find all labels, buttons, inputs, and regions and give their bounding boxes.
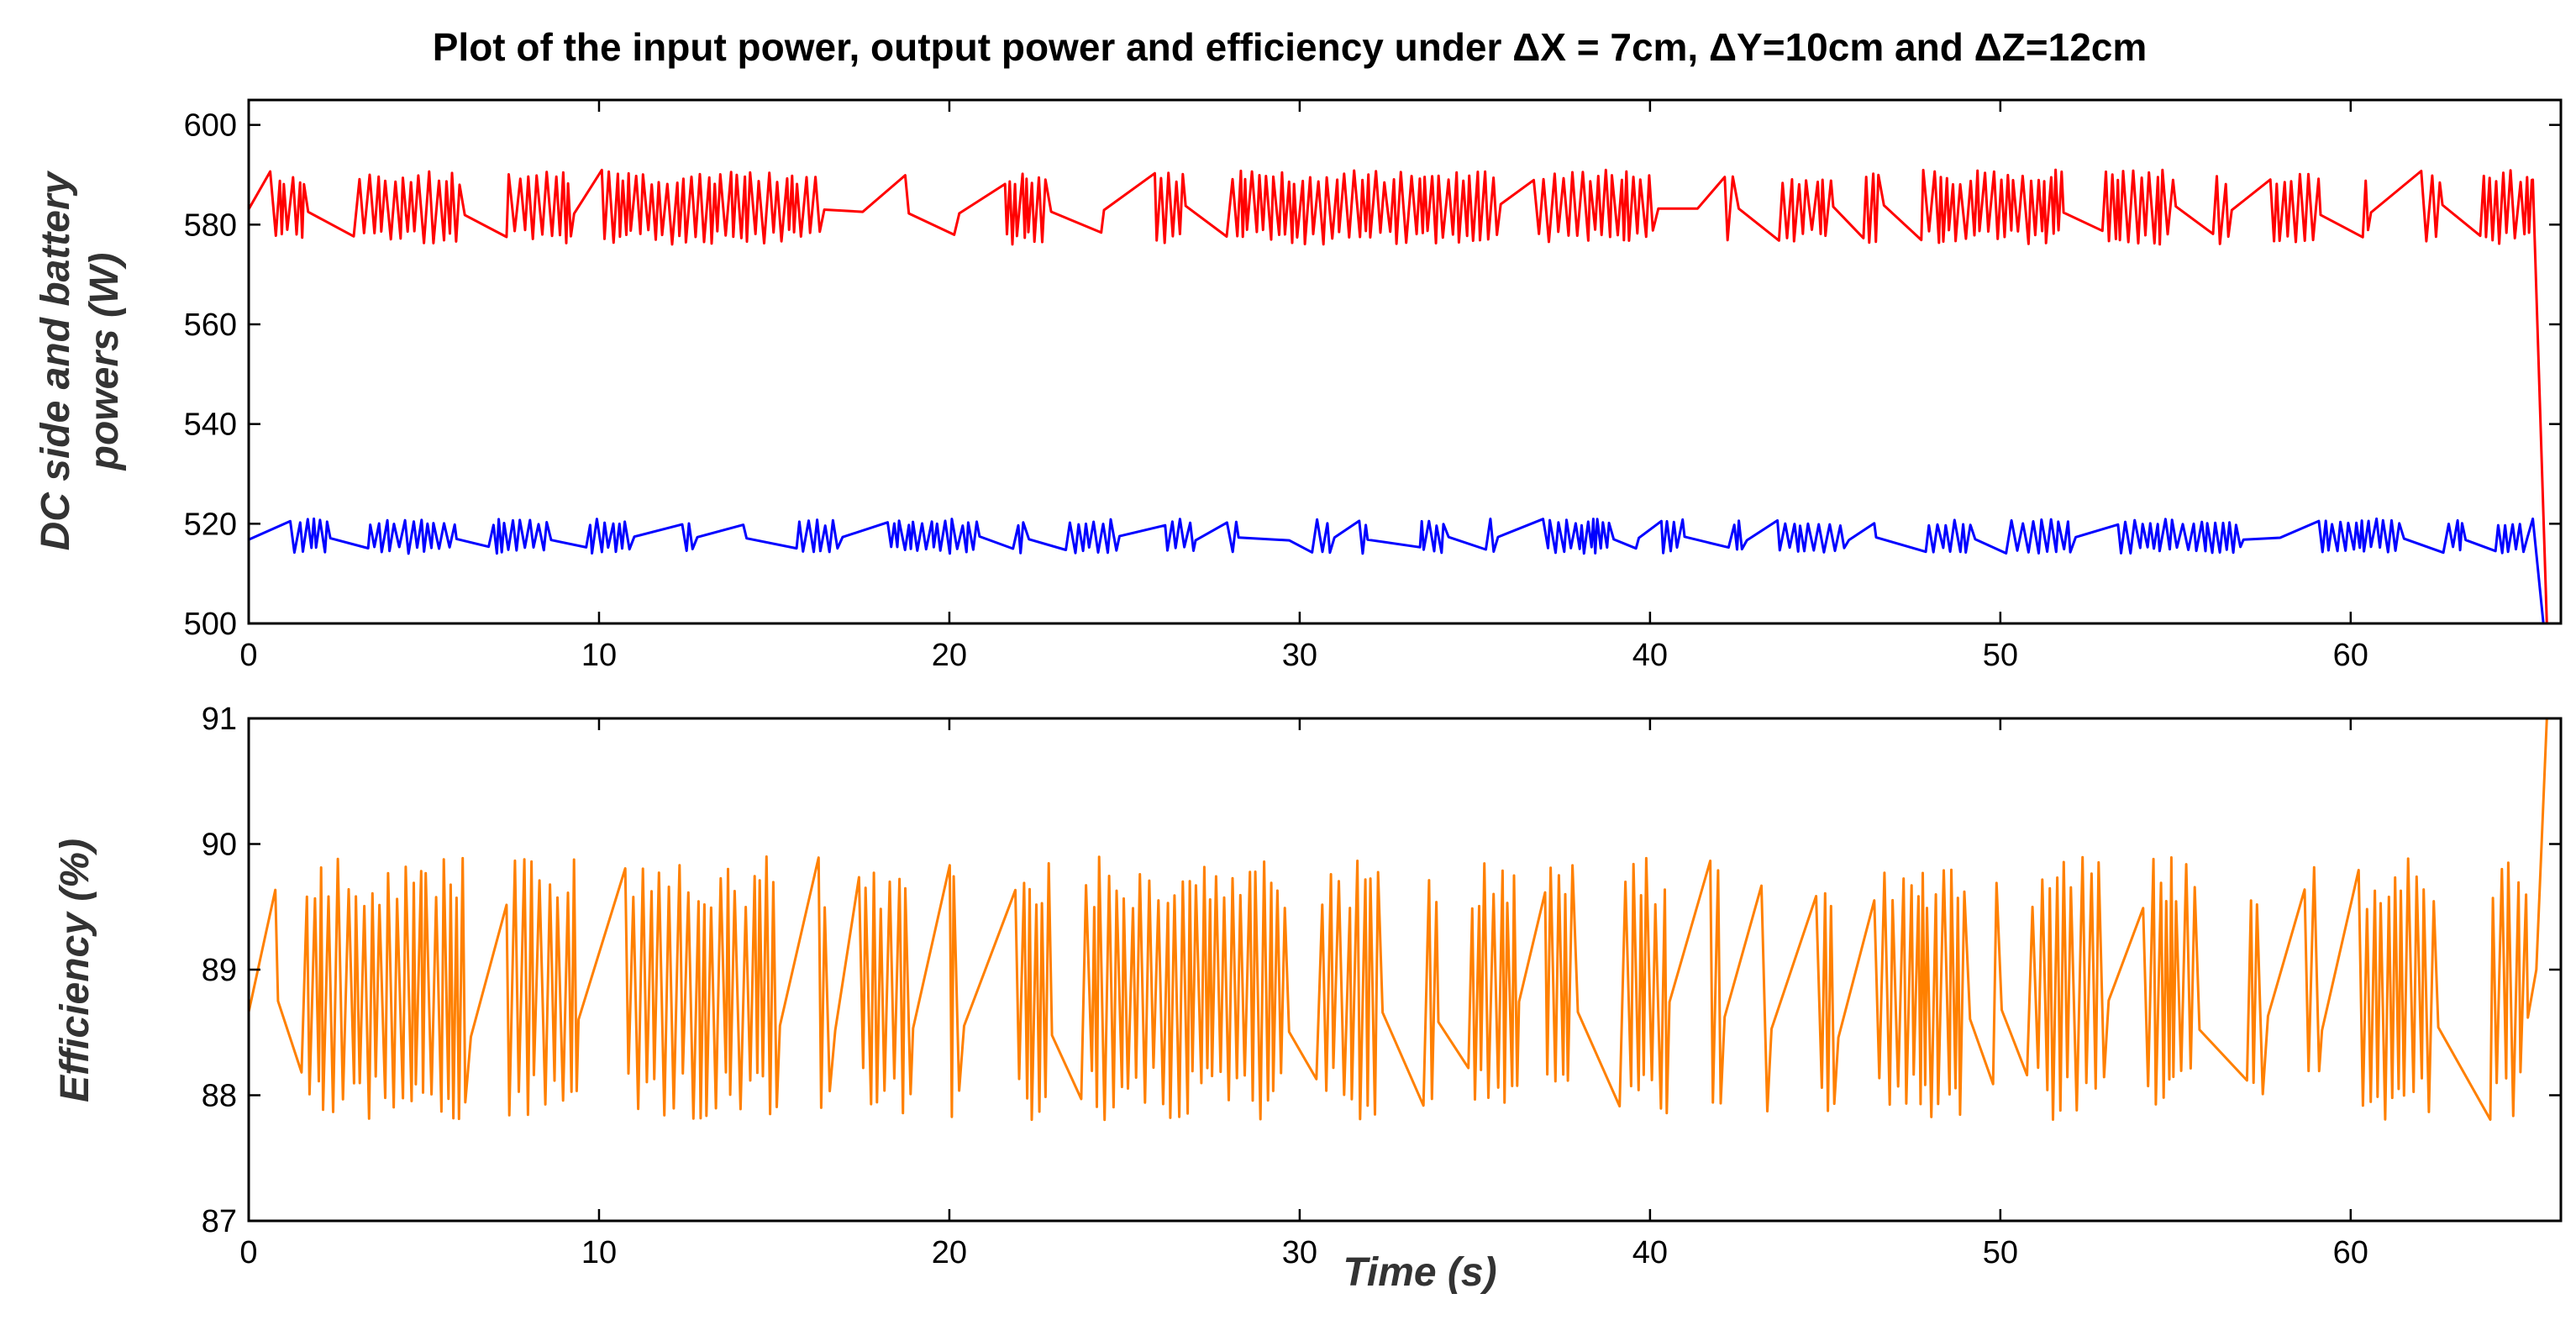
efficiency-x-tick-label: 30 — [1282, 1235, 1317, 1270]
power-y-tick-label: 560 — [184, 308, 237, 343]
efficiency-y-tick-label: 89 — [202, 953, 237, 988]
power-y-tick-label: 520 — [184, 507, 237, 542]
power-x-tick-label: 40 — [1632, 638, 1668, 673]
power-x-tick-label: 0 — [239, 638, 257, 673]
power-y-tick-label: 500 — [184, 607, 237, 642]
efficiency-y-tick-label: 88 — [202, 1079, 237, 1114]
power-x-tick-label: 50 — [1983, 638, 2018, 673]
power-y-axis-label-line2: powers (W) — [82, 253, 127, 472]
efficiency-series-group — [247, 718, 2548, 1122]
efficiency-x-tick-label: 60 — [2333, 1235, 2368, 1270]
efficiency-y-tick-label: 87 — [202, 1204, 237, 1239]
power-x-tick-label: 10 — [581, 638, 617, 673]
efficiency-x-tick-label: 40 — [1632, 1235, 1668, 1270]
power-y-tick-label: 580 — [184, 208, 237, 243]
power-axes-box — [247, 98, 2563, 625]
power-x-tick-label: 60 — [2333, 638, 2368, 673]
power-x-tick-label: 20 — [932, 638, 967, 673]
power-panel: 0 10 20 30 40 50 60 500 520 540 560 580 600 DC side… — [34, 98, 2563, 673]
power-y-axis-label-line1: DC side and battery — [34, 170, 78, 550]
power-y-ticks: 500 520 540 560 580 600 — [184, 108, 2561, 642]
time-x-axis-label: Time (s) — [1343, 1250, 1496, 1295]
power-x-tick-label: 30 — [1282, 638, 1317, 673]
power-series-group — [247, 168, 2548, 624]
efficiency-x-tick-label: 50 — [1983, 1235, 2018, 1270]
efficiency-y-tick-label: 91 — [202, 702, 237, 737]
efficiency-x-ticks: 0 10 20 30 40 50 60 — [239, 718, 2368, 1270]
efficiency-x-tick-label: 0 — [239, 1235, 257, 1270]
power-x-ticks: 0 10 20 30 40 50 60 — [239, 100, 2368, 673]
efficiency-y-axis-label: Efficiency (%) — [53, 839, 97, 1102]
power-series-line-1 — [248, 517, 2545, 624]
power-y-tick-label: 600 — [184, 108, 237, 144]
efficiency-x-tick-label: 20 — [932, 1235, 967, 1270]
efficiency-y-tick-label: 90 — [202, 828, 237, 863]
efficiency-axes-box — [247, 717, 2563, 1223]
chart-title: Plot of the input power, output power an… — [433, 25, 2148, 69]
efficiency-x-tick-label: 10 — [581, 1235, 617, 1270]
efficiency-y-ticks: 87 88 89 90 91 — [202, 702, 2561, 1239]
power-series-line-0 — [247, 168, 2548, 624]
efficiency-series-line-0 — [247, 718, 2548, 1122]
power-y-tick-label: 540 — [184, 408, 237, 443]
